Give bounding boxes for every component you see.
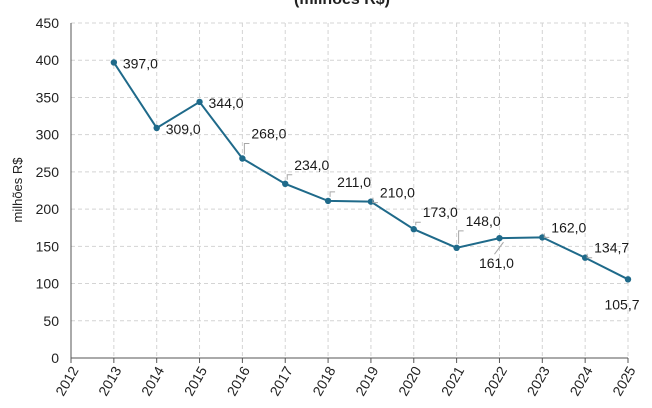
data-point <box>453 244 460 252</box>
x-tick-label: 2016 <box>224 363 254 398</box>
data-point <box>110 59 118 66</box>
x-tick-label: 2021 <box>438 363 468 398</box>
leader-line <box>372 197 378 204</box>
data-label: 234,0 <box>294 157 329 173</box>
x-tick-label: 2025 <box>609 363 639 398</box>
data-label: 148,0 <box>466 213 501 229</box>
data-label: 162,0 <box>551 219 586 235</box>
y-tick-label: 100 <box>36 276 60 292</box>
axes <box>70 23 628 359</box>
y-tick-label: 400 <box>36 52 60 68</box>
x-tick-label: 2022 <box>481 363 511 398</box>
chart-title: (milhões R$) <box>294 0 390 8</box>
data-label: 344,0 <box>209 95 244 111</box>
leader-line <box>586 253 593 259</box>
leader-line <box>458 230 464 244</box>
data-point <box>196 98 203 106</box>
data-label: 173,0 <box>423 204 458 220</box>
x-tick-label: 2013 <box>95 363 125 398</box>
y-tick-label: 450 <box>36 15 60 31</box>
leader-line <box>494 241 504 255</box>
x-tick-label: 2020 <box>395 363 425 398</box>
y-tick-label: 50 <box>43 313 59 329</box>
y-tick-label: 200 <box>36 201 60 217</box>
data-label: 210,0 <box>380 185 415 201</box>
data-label: 309,0 <box>166 121 201 137</box>
data-point <box>282 180 289 187</box>
leader-line <box>543 233 550 238</box>
y-tick-label: 0 <box>51 350 59 366</box>
data-point <box>624 276 632 283</box>
data-point <box>410 226 417 233</box>
data-label: 268,0 <box>251 125 286 141</box>
x-tick-label: 2014 <box>138 363 168 398</box>
x-tick-label: 2015 <box>181 363 211 398</box>
data-label: 397,0 <box>123 55 158 71</box>
y-tick-label: 300 <box>36 127 60 143</box>
x-tick-label: 2018 <box>309 363 339 398</box>
data-point <box>324 197 332 205</box>
grid-lines <box>71 22 629 358</box>
data-label: 211,0 <box>337 174 371 190</box>
data-label: 134,7 <box>594 240 629 256</box>
x-tick-label: 2023 <box>523 363 553 398</box>
y-axis-label: milhões R$ <box>10 157 25 223</box>
leader-line <box>415 221 421 226</box>
data-label: 161,0 <box>479 255 514 271</box>
y-tick-label: 250 <box>36 164 60 180</box>
y-tick-label: 350 <box>36 89 60 105</box>
x-axis-ticks: 2012 2013 2014 2015 2016 2017 2018 2019 2020 2021… <box>52 358 639 398</box>
data-point <box>239 155 246 162</box>
x-tick-label: 2012 <box>52 363 82 398</box>
y-axis-ticks: 0 50 100 150 200 250 300 350 400 450 <box>36 15 60 366</box>
data-labels: 397,0 309,0 344,0 268,0 234,0 211,0 210,0 173,0… <box>123 55 640 312</box>
x-tick-label: 2017 <box>266 363 296 398</box>
series-group <box>110 59 632 283</box>
leader-line <box>329 191 336 197</box>
leader-line <box>243 142 250 155</box>
x-tick-label: 2019 <box>352 363 382 398</box>
x-tick-label: 2024 <box>566 363 596 398</box>
data-point <box>153 124 160 132</box>
data-point <box>496 234 503 242</box>
data-label: 105,7 <box>604 296 639 312</box>
y-tick-label: 150 <box>36 238 60 254</box>
leader-line <box>286 174 293 180</box>
